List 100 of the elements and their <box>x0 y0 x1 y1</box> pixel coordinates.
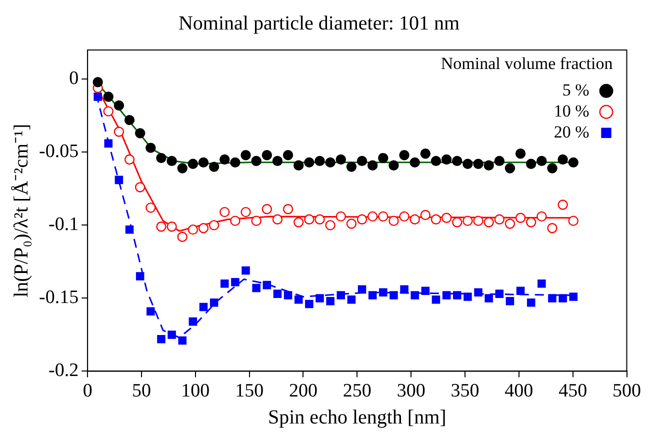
point <box>441 154 452 165</box>
point <box>368 291 377 300</box>
point <box>346 162 357 172</box>
point <box>251 216 262 226</box>
point <box>326 296 334 306</box>
x-tick-label: 450 <box>558 380 588 402</box>
point <box>242 266 250 275</box>
point <box>410 291 419 300</box>
point <box>538 279 546 288</box>
point <box>558 200 568 210</box>
point <box>347 296 356 304</box>
point <box>188 224 198 235</box>
chart-title: Nominal particle diameter: 101 nm <box>178 12 460 34</box>
point <box>378 211 388 222</box>
point <box>515 212 526 223</box>
point <box>124 154 135 165</box>
x-tick-label: 200 <box>288 380 318 402</box>
point <box>198 157 209 168</box>
point <box>526 158 536 169</box>
point <box>356 214 368 224</box>
point <box>282 204 294 214</box>
point <box>146 142 156 153</box>
point <box>536 156 547 166</box>
point <box>548 294 556 302</box>
x-tick-label: 500 <box>612 380 641 402</box>
point <box>157 334 166 344</box>
point <box>441 212 452 223</box>
point <box>231 278 240 286</box>
point <box>156 152 166 164</box>
point <box>220 154 230 165</box>
point <box>462 216 473 226</box>
point <box>168 330 176 339</box>
point <box>410 214 420 224</box>
point <box>452 291 462 300</box>
point <box>473 158 484 169</box>
point <box>358 285 366 294</box>
point <box>230 157 240 168</box>
point <box>410 157 420 168</box>
point <box>199 302 208 312</box>
point <box>504 218 516 229</box>
x-tick-label: 250 <box>342 380 372 402</box>
point <box>462 158 473 169</box>
point <box>146 307 155 316</box>
point <box>220 206 230 218</box>
point <box>346 218 357 229</box>
point <box>379 288 388 296</box>
point <box>92 77 103 88</box>
point <box>484 294 493 302</box>
point <box>547 223 558 234</box>
point <box>177 232 188 242</box>
point <box>188 317 198 326</box>
point <box>568 157 578 168</box>
point <box>210 298 218 307</box>
point <box>336 211 346 222</box>
point <box>188 158 198 169</box>
point <box>569 292 578 301</box>
point <box>146 202 156 213</box>
point <box>336 154 346 165</box>
point <box>305 300 314 308</box>
legend-label: 5 % <box>562 80 590 100</box>
y-tick-label: -0.1 <box>48 214 79 236</box>
point <box>272 156 283 166</box>
point <box>252 284 260 292</box>
point <box>547 163 558 174</box>
point <box>430 156 442 166</box>
point <box>420 210 431 220</box>
point <box>125 225 134 234</box>
point <box>114 176 124 184</box>
point <box>494 214 504 224</box>
point <box>304 157 314 168</box>
point <box>536 211 547 222</box>
point <box>421 286 430 296</box>
point <box>399 150 410 160</box>
point <box>103 106 114 116</box>
point <box>325 157 336 168</box>
point <box>325 220 336 230</box>
point <box>515 148 526 159</box>
point <box>208 162 220 172</box>
point <box>390 291 398 300</box>
point <box>134 128 146 138</box>
point <box>314 156 325 166</box>
x-axis-title: Spin echo length [nm] <box>268 406 446 428</box>
point <box>400 285 408 294</box>
point <box>442 291 451 300</box>
point <box>220 279 229 288</box>
y-tick-label: -0.15 <box>39 287 79 308</box>
point <box>94 92 102 101</box>
x-tick-label: 50 <box>132 380 151 402</box>
point <box>367 160 378 170</box>
point <box>388 216 399 226</box>
point <box>568 216 578 226</box>
legend-label: 20 % <box>554 122 590 142</box>
point <box>420 148 431 159</box>
point <box>558 154 568 165</box>
x-tick-label: 0 <box>82 380 92 402</box>
point <box>526 217 536 228</box>
y-tick-label: -0.05 <box>39 141 79 162</box>
point <box>156 222 166 232</box>
point <box>367 211 378 222</box>
point <box>273 290 282 298</box>
